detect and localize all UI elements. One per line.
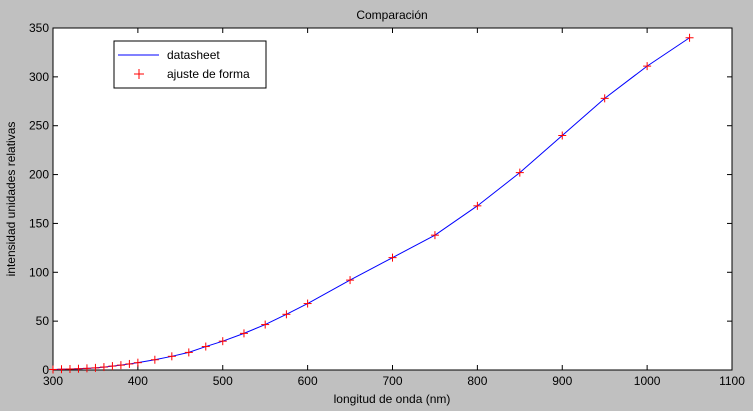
fit-point-marker [282,310,291,319]
y-tick-label: 50 [36,314,50,328]
fit-point-marker [82,364,91,373]
x-tick-label: 700 [382,374,402,388]
y-tick-label: 350 [29,21,49,35]
chart-title: Comparación [356,8,427,22]
fit-point-marker [99,363,108,372]
fit-point-marker [558,131,567,140]
x-tick-label: 900 [552,374,572,388]
legend-box [113,40,267,89]
x-tick-label: 800 [467,374,487,388]
y-tick-label: 100 [29,265,49,279]
fit-point-marker [167,352,176,361]
fit-point-marker [91,363,100,372]
fit-point-marker [201,342,210,351]
legend-datasheet-label: datasheet [167,48,220,62]
x-tick-label: 1100 [719,374,745,388]
y-tick-label: 250 [29,119,49,133]
fit-point-marker [515,168,524,177]
x-tick-label: 1000 [634,374,661,388]
fit-point-marker [65,365,74,374]
legend-fit-swatch [134,69,144,79]
x-tick-label: 400 [128,374,148,388]
fit-point-marker [685,33,694,42]
y-axis-label: intensidad unidades relativas [4,122,18,277]
x-axis: 300 400 500 600 700 800 900 1000 1100 [43,28,745,388]
fit-point-marker [125,359,134,368]
y-tick-label: 150 [29,216,49,230]
fit-point-marker [239,329,248,338]
fit-point-marker [133,358,142,367]
series-layer [49,33,694,374]
fit-point-marker [218,337,227,346]
fit-point-marker [150,355,159,364]
legend-fit-label: ajuste de forma [167,67,250,81]
fit-point-marker [346,276,355,285]
fit-point-marker [388,253,397,262]
fit-point-marker [184,348,193,357]
fit-point-marker [57,365,66,374]
fit-point-marker [74,364,83,373]
x-axis-label: longitud de onda (nm) [334,392,451,406]
y-axis: 0 50 100 150 200 250 300 350 [29,21,732,377]
fit-point-marker [430,231,439,240]
fit-point-marker [600,94,609,103]
fit-point-marker [261,320,270,329]
fit-point-marker [303,299,312,308]
y-tick-label: 200 [29,168,49,182]
x-tick-label: 300 [43,374,63,388]
legend: datasheet ajuste de forma [113,40,267,89]
fit-point-marker [643,62,652,71]
fit-point-marker [49,365,57,374]
y-tick-label: 0 [42,363,49,377]
y-tick-label: 300 [29,70,49,84]
x-tick-label: 500 [213,374,233,388]
x-tick-label: 600 [298,374,318,388]
fit-point-marker [108,362,117,371]
fit-point-marker [473,201,482,210]
fit-point-marker [116,361,125,370]
